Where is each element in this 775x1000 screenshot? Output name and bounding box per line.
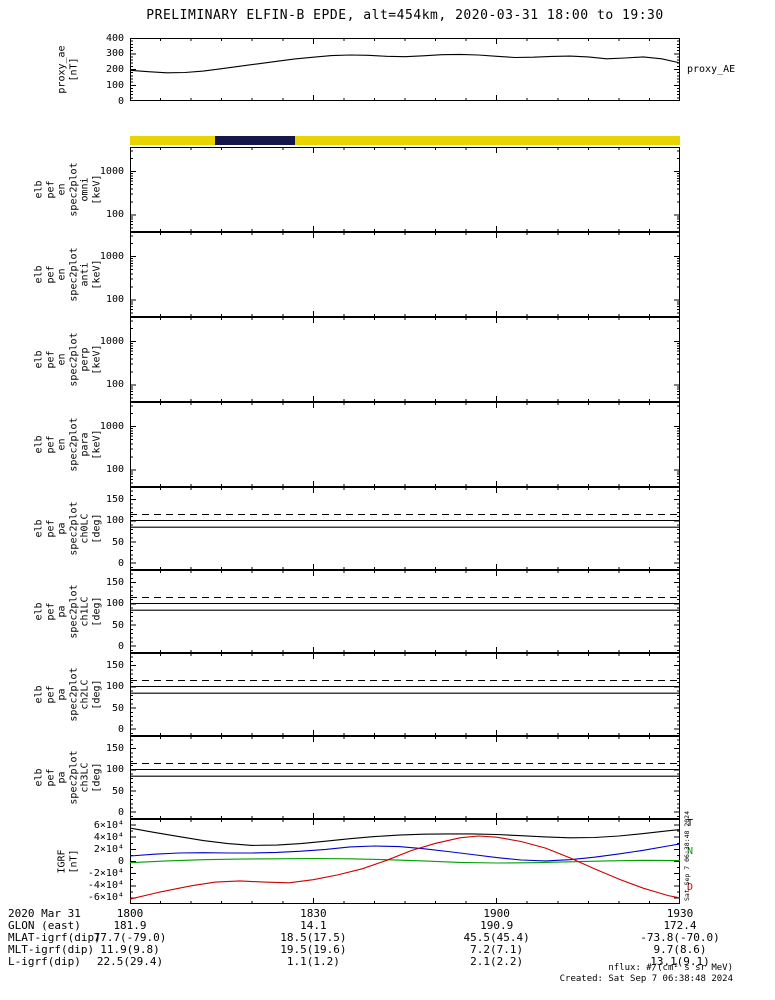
panel-en_para	[130, 402, 680, 487]
right-label-proxy_AE: proxy_AE	[687, 64, 736, 75]
panel-en_perp	[130, 317, 680, 402]
series-igrf-T	[130, 827, 680, 846]
y-tick-label: 2×10⁴	[93, 843, 124, 855]
table-cell: 2.1(2.2)	[470, 955, 524, 968]
y-tick-label: 0	[117, 640, 124, 652]
y-tick-label: 1000	[99, 166, 124, 178]
table-cell: 77.7(-79.0)	[93, 931, 167, 944]
plot-title: PRELIMINARY ELFIN-B EPDE, alt=454km, 202…	[146, 8, 664, 23]
y-tick-label: 100	[105, 379, 124, 391]
y-tick-label: 50	[111, 619, 124, 631]
table-cell: 172.4	[663, 919, 697, 932]
y-tick-label: 50	[111, 785, 124, 797]
side-timestamp-rotated: Sat Sep 7 06:38:48 2024	[683, 810, 691, 901]
y-tick-label: 400	[105, 32, 124, 44]
units-note: nflux: #/(cm² s sr MeV)	[608, 963, 733, 973]
table-cell: 45.5(45.4)	[463, 931, 530, 944]
series-igrf-D	[130, 835, 680, 900]
y-tick-label: 0	[117, 95, 124, 107]
table-cell: 1930	[666, 907, 694, 920]
y-tick-label: 100	[105, 79, 124, 91]
right-label-D: D	[687, 881, 694, 893]
y-tick-label: 1000	[99, 421, 124, 433]
table-row-label: MLT-igrf(dip)	[8, 943, 95, 956]
table-row-label: L-igrf(dip)	[8, 955, 81, 968]
panel-en_omni	[130, 147, 680, 232]
y-tick-label: -6×10⁴	[87, 892, 124, 904]
y-tick-label: 100	[105, 209, 124, 221]
y-tick-label: 100	[105, 598, 124, 610]
table-cell: 190.9	[480, 919, 514, 932]
y-tick-label: 50	[111, 536, 124, 548]
y-tick-label: 150	[105, 660, 124, 672]
series-igrf-blue	[130, 843, 680, 862]
table-cell: 11.9(9.8)	[100, 943, 160, 956]
series-proxy-AE	[130, 53, 680, 74]
table-cell: 9.7(8.6)	[653, 943, 707, 956]
table-cell: 13.1(9.1)	[650, 955, 710, 968]
coverage-bar-segment	[214, 136, 295, 145]
y-tick-label: -4×10⁴	[87, 880, 124, 892]
y-tick-label: 1000	[99, 336, 124, 348]
y-tick-label: 0	[117, 856, 124, 867]
coverage-bar-segment	[130, 136, 680, 145]
y-tick-label: 150	[105, 743, 124, 755]
table-cell: 18.5(17.5)	[280, 931, 347, 944]
table-cell: 19.5(19.6)	[280, 943, 347, 956]
table-cell: 1800	[116, 907, 144, 920]
panel-pa_ch1	[130, 570, 680, 653]
right-label-N: N	[687, 846, 694, 858]
table-cell: 22.5(29.4)	[96, 955, 164, 968]
table-cell: 1.1(1.2)	[286, 955, 340, 968]
y-tick-label: 0	[117, 806, 124, 818]
y-tick-label: 100	[105, 515, 124, 527]
panel-pa_ch3	[130, 736, 680, 819]
table-cell: 1900	[483, 907, 510, 920]
y-tick-label: 300	[105, 48, 124, 60]
y-tick-label: 0	[117, 723, 124, 735]
table-cell: 7.2(7.1)	[470, 943, 524, 956]
y-tick-label: 150	[105, 577, 124, 589]
series-igrf-N	[130, 857, 680, 864]
y-tick-label: 100	[105, 764, 124, 776]
y-tick-label: 150	[105, 494, 124, 506]
panel-pa_ch2	[130, 653, 680, 736]
y-tick-label: 0	[117, 557, 124, 569]
table-cell: 14.1	[300, 919, 327, 932]
y-tick-label: 100	[105, 464, 124, 476]
coverage-bar	[130, 136, 680, 145]
panel-en_anti	[130, 232, 680, 317]
panel-pa_ch0	[130, 487, 680, 570]
table-cell: 1830	[300, 907, 327, 920]
panel-proxy_ae	[130, 38, 680, 101]
y-tick-label: -2×10⁴	[87, 868, 124, 880]
y-tick-label: 100	[105, 294, 124, 306]
table-row-label: MLAT-igrf(dip)	[8, 931, 101, 944]
panel-igrf	[130, 819, 680, 904]
y-tick-label: 4×10⁴	[93, 831, 124, 843]
y-tick-label: 100	[105, 681, 124, 693]
y-tick-label: 6×10⁴	[93, 819, 124, 831]
y-tick-label: 1000	[99, 251, 124, 263]
created-note: Created: Sat Sep 7 06:38:48 2024	[559, 974, 733, 984]
table-cell: 181.9	[113, 919, 147, 932]
y-tick-label: 200	[105, 64, 124, 75]
y-tick-label: 50	[111, 702, 124, 714]
table-row-label: GLON (east)	[8, 919, 81, 932]
right-label-T: T	[687, 818, 694, 830]
table-row-label: 2020 Mar 31	[8, 907, 81, 920]
table-cell: -73.8(-70.0)	[640, 931, 720, 944]
